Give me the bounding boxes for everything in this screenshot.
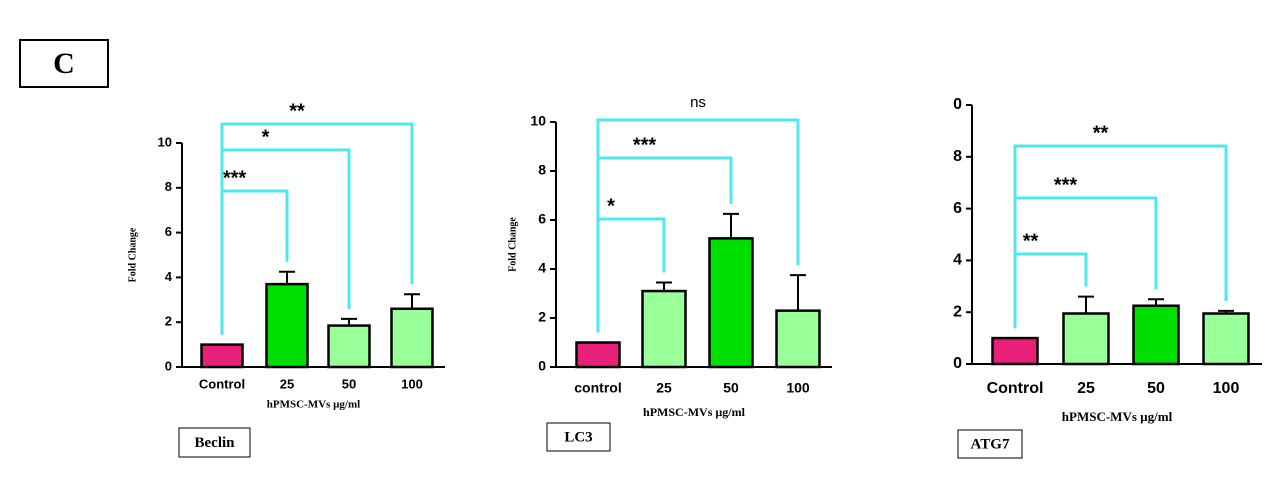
error-bar — [790, 274, 806, 311]
x-tick-label: Control — [987, 380, 1044, 397]
x-axis-label: hPMSC-MVs µg/ml — [643, 405, 746, 419]
significance-label: ** — [1023, 230, 1039, 252]
error-bar — [279, 270, 295, 285]
box-label: LC3 — [564, 429, 592, 445]
significance-label: ns — [690, 94, 706, 111]
significance-label: * — [262, 126, 270, 148]
significance-bracket — [220, 122, 414, 335]
x-tick-label: Control — [199, 376, 245, 391]
bar — [1202, 312, 1250, 366]
y-tick-label: 2 — [538, 309, 546, 325]
x-tick-label: 100 — [1213, 380, 1240, 397]
bar — [641, 289, 687, 369]
y-tick-label: 10 — [158, 134, 172, 149]
x-tick-label: 50 — [1147, 380, 1165, 397]
label-box — [546, 422, 611, 452]
x-tick-label: 25 — [1077, 380, 1095, 397]
y-tick-label: 6 — [953, 200, 962, 217]
bar — [991, 336, 1039, 366]
x-tick-label: 25 — [280, 376, 294, 391]
y-tick-label: 4 — [953, 252, 962, 269]
significance-bracket — [596, 118, 800, 333]
significance-label: *** — [223, 167, 247, 189]
y-axis-label: Fold Change — [507, 217, 518, 272]
y-tick-label: 6 — [538, 211, 546, 227]
significance-label: *** — [633, 134, 657, 156]
error-bar — [1148, 298, 1164, 306]
error-bar — [1218, 309, 1234, 314]
panel-box — [19, 39, 109, 88]
y-tick-label: 4 — [538, 260, 546, 276]
bar — [575, 341, 621, 369]
x-axis-label: hPMSC-MVs µg/ml — [1062, 409, 1173, 424]
y-tick-label: 6 — [165, 224, 172, 239]
bar — [775, 309, 821, 369]
error-bar — [656, 281, 672, 292]
bar — [200, 343, 244, 369]
y-tick-label: 0 — [538, 358, 546, 374]
label-box — [178, 427, 251, 458]
y-tick-label: 4 — [165, 269, 173, 284]
significance-label: *** — [1054, 174, 1078, 196]
bar — [1132, 304, 1180, 366]
y-tick-label: 10 — [530, 113, 546, 129]
box-label: ATG7 — [971, 436, 1010, 452]
x-tick-label: 100 — [786, 380, 810, 396]
significance-label: ** — [289, 100, 305, 122]
x-axis-label: hPMSC-MVs µg/ml — [267, 399, 360, 411]
y-tick-label: 2 — [953, 303, 962, 320]
y-tick-label: 0 — [165, 358, 172, 373]
y-tick-label: 8 — [953, 148, 962, 165]
x-tick-label: control — [574, 380, 621, 396]
y-tick-label: 8 — [165, 179, 172, 194]
significance-label: ** — [1093, 122, 1109, 144]
bar — [265, 282, 309, 369]
label-box — [957, 429, 1023, 459]
y-tick-label: 0 — [953, 355, 962, 372]
bar — [327, 324, 371, 369]
y-tick-label: 0 — [953, 96, 962, 113]
error-bar — [341, 317, 357, 326]
error-bar — [723, 212, 739, 239]
y-tick-label: 8 — [538, 162, 546, 178]
error-bar — [404, 293, 420, 309]
bar — [1062, 312, 1110, 366]
box-label: Beclin — [195, 435, 236, 451]
x-tick-label: 100 — [401, 376, 423, 391]
significance-bracket — [1013, 144, 1228, 329]
x-tick-label: 50 — [723, 380, 739, 396]
panel-label: C — [53, 47, 75, 80]
bar — [390, 307, 434, 369]
error-bar — [1078, 295, 1094, 314]
significance-label: * — [607, 195, 615, 217]
bar — [708, 237, 754, 369]
y-tick-label: 2 — [165, 314, 172, 329]
x-tick-label: 50 — [342, 376, 356, 391]
y-axis-label: Fold Change — [127, 227, 138, 282]
x-tick-label: 25 — [656, 380, 672, 396]
